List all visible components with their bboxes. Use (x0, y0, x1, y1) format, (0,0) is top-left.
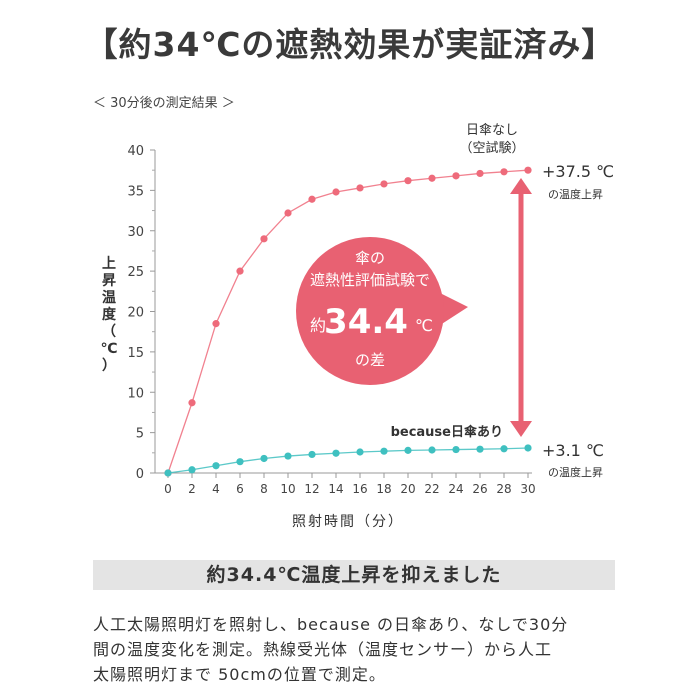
bottom-value-sub: の温度上昇 (548, 465, 603, 479)
data-point (284, 452, 292, 460)
x-tick-label: 6 (236, 482, 244, 496)
data-point (188, 399, 196, 407)
series-label-no-umbrella: 日傘なし (466, 123, 518, 138)
data-point (236, 267, 244, 275)
x-tick-label: 0 (164, 482, 172, 496)
data-point (188, 466, 196, 474)
x-tick-label: 14 (328, 482, 343, 496)
data-point (332, 449, 340, 457)
series-label-with-umbrella: because日傘あり (391, 424, 503, 440)
x-tick-label: 10 (280, 482, 295, 496)
data-point (500, 445, 508, 453)
difference-arrow-head (510, 421, 532, 437)
x-tick-label: 4 (212, 482, 220, 496)
y-tick-label: 15 (127, 346, 144, 361)
y-axis-label-char: ） (102, 358, 116, 374)
data-point (332, 188, 340, 196)
y-axis-label-char: 温 (102, 290, 116, 306)
y-axis-label-char: 上 (102, 256, 116, 272)
description-line: 間の温度変化を測定。熱線受光体（温度センサー）から人工 (93, 640, 553, 659)
data-point (476, 445, 484, 453)
difference-bubble (296, 237, 444, 385)
y-axis-label-char: 昇 (102, 273, 116, 289)
data-point (404, 446, 412, 454)
series-line-with-umbrella (167, 447, 529, 474)
x-tick-label: 22 (424, 482, 439, 496)
bubble-prefix: 約 (310, 316, 326, 335)
data-point (428, 174, 436, 182)
chart-subtitle: ＜ 30分後の測定結果 ＞ (93, 96, 235, 111)
data-point (380, 447, 388, 455)
bottom-value: +3.1 ℃ (542, 441, 604, 460)
y-tick-label: 35 (127, 184, 144, 199)
data-point (284, 209, 292, 217)
data-point (476, 169, 484, 178)
difference-arrow-head (510, 178, 532, 194)
data-point (500, 168, 508, 176)
series-label-no-umbrella-sub: （空試験） (459, 140, 524, 156)
series-line-no-umbrella (167, 169, 529, 474)
data-point (356, 184, 364, 192)
x-axis-label: 照射時間（分） (292, 514, 404, 530)
data-point (308, 195, 316, 203)
data-point (452, 172, 460, 180)
description-line: 太陽照明灯まで 50cmの位置で測定。 (93, 665, 386, 684)
data-point (164, 469, 172, 477)
y-tick-label: 25 (127, 265, 144, 280)
y-tick-label: 20 (127, 306, 144, 321)
data-point (380, 180, 388, 188)
bubble-text: 傘の (355, 249, 385, 267)
x-tick-label: 30 (520, 482, 535, 496)
data-point (236, 458, 244, 466)
x-tick-label: 18 (376, 482, 391, 496)
description: 人工太陽照明灯を照射し、because の日傘あり、なしで30分 間の温度変化を… (93, 612, 615, 687)
top-value: +37.5 ℃ (542, 162, 614, 181)
data-point (260, 235, 268, 243)
data-point (524, 166, 532, 174)
bubble-number: 34.4 (324, 302, 408, 342)
data-point (452, 445, 460, 454)
y-tick-label: 30 (127, 225, 144, 240)
result-band-text: 約34.4℃温度上昇を抑えました (206, 564, 502, 586)
top-value-sub: の温度上昇 (548, 187, 603, 201)
description-line: 人工太陽照明灯を照射し、because の日傘あり、なしで30分 (93, 615, 569, 634)
x-tick-label: 8 (260, 482, 268, 496)
y-axis-label-char: （ (102, 324, 116, 340)
data-point (524, 444, 532, 452)
x-tick-label: 2 (188, 482, 196, 496)
data-point (212, 462, 220, 470)
data-point (428, 446, 436, 454)
data-point (404, 177, 412, 185)
data-point (212, 320, 220, 328)
y-axis-label-char: ℃ (101, 341, 118, 357)
page-title: 【約34℃の遮熱効果が実証済み】 (84, 25, 616, 64)
x-tick-label: 16 (352, 482, 367, 496)
bubble-text: の差 (355, 351, 385, 369)
bubble-unit: ℃ (415, 316, 433, 335)
y-tick-label: 40 (127, 144, 144, 159)
x-tick-label: 26 (472, 482, 487, 496)
y-tick-label: 5 (136, 427, 144, 442)
y-axis-label-char: 度 (102, 306, 117, 323)
data-point (356, 448, 364, 456)
data-point (308, 450, 316, 459)
y-tick-label: 0 (136, 467, 144, 482)
data-point (260, 454, 268, 463)
result-band: 約34.4℃温度上昇を抑えました (93, 560, 615, 590)
x-tick-label: 28 (496, 482, 511, 496)
bubble-text: 遮熱性評価試験で (310, 271, 430, 289)
x-tick-label: 12 (304, 482, 319, 496)
y-tick-label: 10 (127, 386, 144, 401)
x-tick-label: 20 (400, 482, 415, 496)
x-tick-label: 24 (448, 482, 463, 496)
